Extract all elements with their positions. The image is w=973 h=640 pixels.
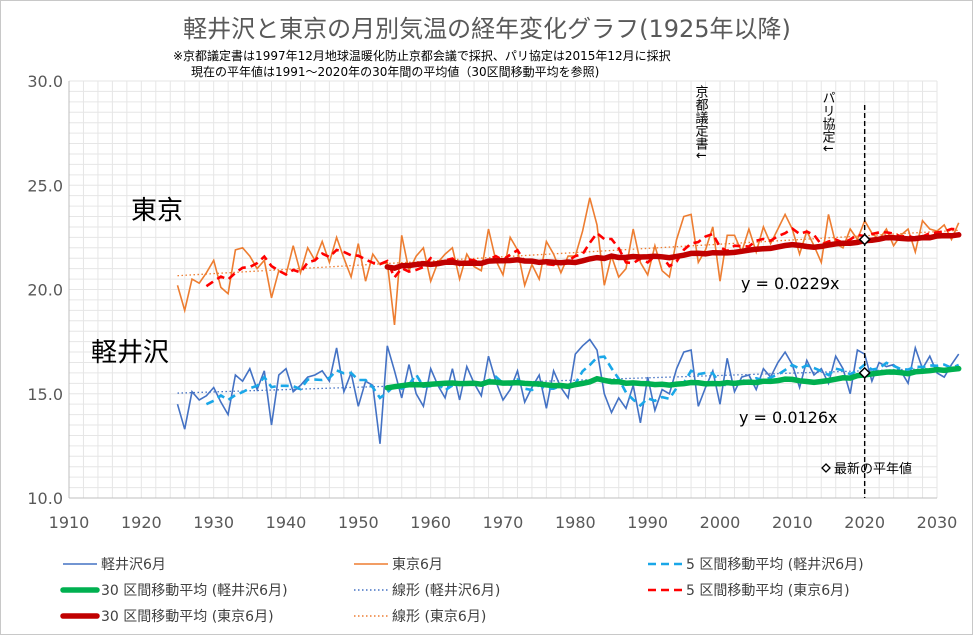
x-tick-label: 1960	[410, 513, 451, 532]
kyoto-protocol-label: 京都議定書↓	[693, 85, 709, 161]
y-tick-label: 30.0	[27, 72, 63, 91]
legend-label: 東京6月	[392, 557, 443, 573]
normal-marker-karuizawa	[858, 366, 871, 379]
x-tick-label: 1910	[49, 513, 90, 532]
x-tick-label: 2000	[700, 513, 741, 532]
gridlines	[68, 80, 938, 499]
normal-marker-tokyo	[858, 233, 871, 246]
x-tick-label: 1920	[121, 513, 162, 532]
legend-label: 30 区間移動平均 (東京6月)	[101, 609, 274, 625]
legend: 軽井沢6月 東京6月 5 区間移動平均 (軽井沢6月) 30 区間移動平均 (軽井沢6…	[60, 557, 864, 625]
x-tick-label: 1970	[483, 513, 524, 532]
y-tick-label: 15.0	[27, 385, 63, 404]
legend-label: 5 区間移動平均 (軽井沢6月)	[686, 557, 864, 573]
legend-label: 5 区間移動平均 (東京6月)	[686, 583, 850, 599]
x-tick-label: 2030	[917, 513, 958, 532]
legend-label: 線形 (東京6月)	[392, 609, 486, 625]
y-tick-label: 10.0	[27, 489, 63, 508]
x-tick-label: 2020	[844, 513, 885, 532]
legend-label: 線形 (軽井沢6月)	[392, 583, 500, 599]
trend-equation-karuizawa: y = 0.0126x	[739, 408, 838, 427]
x-tick-label: 1980	[555, 513, 596, 532]
x-tick-label: 1990	[627, 513, 668, 532]
note-line-2: 現在の平年値は1991～2020年の30年間の平均値（30区間移動平均を参照)	[191, 64, 599, 79]
series-line-karuizawa	[176, 338, 960, 444]
moving-avg-5-karuizawa	[205, 355, 960, 408]
normal-marker-legend-icon	[821, 463, 831, 473]
y-tick-label: 20.0	[27, 281, 63, 300]
x-tick-label: 1940	[266, 513, 307, 532]
moving-avg-30-tokyo	[384, 232, 962, 272]
x-tick-label: 2010	[772, 513, 813, 532]
x-tick-label: 1950	[338, 513, 379, 532]
legend-label: 軽井沢6月	[101, 557, 166, 573]
x-tick-label: 1930	[193, 513, 234, 532]
trend-line-tokyo	[177, 229, 959, 277]
group-label-tokyo: 東京	[131, 196, 183, 226]
normal-marker-legend-label: 最新の平年値	[834, 461, 912, 477]
series-line-tokyo	[176, 197, 960, 325]
paris-agreement-label: パリ協定↓	[820, 91, 836, 154]
y-tick-label: 25.0	[27, 176, 63, 195]
group-label-karuizawa: 軽井沢	[91, 338, 169, 368]
note-line-1: ※京都議定書は1997年12月地球温暖化防止京都会議で採択、パリ協定は2015年…	[173, 48, 671, 63]
trend-equation-tokyo: y = 0.0229x	[741, 274, 840, 293]
chart-title: 軽井沢と東京の月別気温の経年変化グラフ(1925年以降)	[183, 15, 791, 43]
legend-label: 30 区間移動平均 (軽井沢6月)	[101, 583, 288, 599]
